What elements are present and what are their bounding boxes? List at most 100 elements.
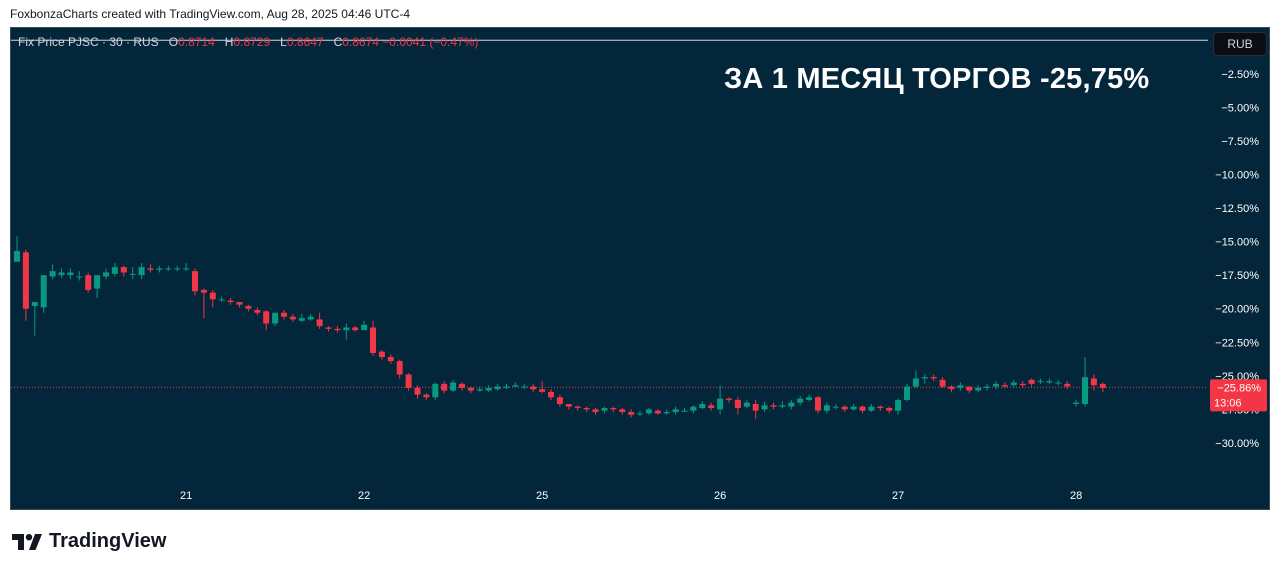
candle-body	[503, 386, 510, 388]
candle	[628, 409, 635, 418]
candle-body	[103, 272, 109, 277]
candle	[672, 406, 679, 415]
y-tick-label: −2.50%	[1221, 69, 1259, 81]
y-tick-label: −10.00%	[1215, 170, 1259, 182]
candle-body	[423, 394, 430, 398]
tradingview-logo[interactable]: TradingView	[12, 530, 166, 553]
candle-body	[1099, 383, 1106, 388]
candle	[788, 399, 795, 410]
candle-body	[289, 316, 296, 320]
candle-body	[1073, 402, 1080, 404]
candle-body	[138, 267, 145, 276]
candle	[1001, 382, 1008, 388]
x-tick-label: 21	[180, 490, 192, 502]
candle-body	[459, 383, 465, 388]
candle	[1037, 378, 1044, 384]
candle-body	[263, 311, 270, 324]
candle	[378, 350, 385, 360]
candle-body	[85, 275, 92, 290]
candle	[325, 326, 332, 332]
candle-body	[806, 397, 813, 400]
candle	[717, 385, 724, 415]
tradingview-logo-text: TradingView	[49, 530, 167, 552]
candle	[254, 307, 261, 316]
candle-body	[619, 409, 626, 413]
candle	[539, 381, 546, 394]
candle-body	[218, 299, 225, 301]
candle	[183, 263, 190, 272]
candle	[423, 393, 430, 400]
candle	[334, 326, 341, 333]
candle-body	[904, 386, 910, 400]
candle	[797, 395, 804, 406]
candle-body	[1019, 383, 1026, 386]
price-badge-value: −25.86%	[1217, 382, 1261, 394]
candlestick-chart[interactable]: 0.00%−2.50%−5.00%−7.50%−10.00%−12.50%−15…	[11, 28, 1269, 509]
candle	[1073, 399, 1080, 407]
y-tick-label: −15.00%	[1215, 237, 1259, 249]
candle-body	[921, 377, 928, 379]
candle-body	[530, 386, 537, 390]
candle	[494, 383, 501, 391]
candle	[272, 312, 279, 327]
y-tick-label: −12.50%	[1215, 203, 1259, 215]
candle	[370, 320, 376, 356]
candle	[49, 264, 56, 280]
chart-panel[interactable]: 0.00%−2.50%−5.00%−7.50%−10.00%−12.50%−15…	[10, 27, 1270, 510]
candle-body	[254, 310, 261, 313]
candle	[530, 383, 537, 392]
candle	[361, 320, 368, 331]
candle	[708, 402, 715, 411]
candle-body	[31, 301, 38, 307]
candle-body	[156, 268, 163, 270]
candle	[850, 403, 857, 411]
candle-body	[334, 328, 341, 331]
open-value: 0.8714	[178, 35, 215, 49]
close-label: C	[333, 35, 343, 49]
candle	[22, 249, 29, 321]
price-badge-bg	[1210, 379, 1267, 412]
price-badge-countdown: 13:06	[1214, 397, 1242, 409]
candle	[485, 385, 492, 392]
close-value: 0.8674	[342, 35, 379, 49]
candle	[14, 236, 20, 262]
candle-body	[450, 382, 457, 391]
candle-body	[912, 378, 919, 387]
candle-body	[147, 268, 154, 270]
candle	[663, 409, 670, 415]
candle-body	[637, 413, 643, 415]
candle	[984, 383, 991, 391]
x-tick-label: 25	[536, 490, 548, 502]
candle-body	[111, 267, 118, 274]
candle-body	[441, 383, 448, 391]
candle	[263, 310, 270, 331]
candle-body	[361, 324, 368, 331]
open-label: O	[168, 35, 179, 49]
high-label: H	[224, 35, 234, 49]
candle-body	[548, 391, 554, 398]
candle-body	[40, 275, 47, 308]
x-tick-label: 28	[1070, 490, 1082, 502]
candle-body	[850, 406, 857, 410]
candle	[405, 373, 412, 391]
candle	[521, 383, 528, 390]
candle	[1082, 357, 1088, 407]
candle	[912, 370, 919, 388]
candle-body	[209, 292, 216, 300]
candle-body	[298, 318, 305, 321]
currency-button[interactable]: RUB	[1213, 32, 1267, 56]
candle-body	[984, 386, 991, 388]
candle-body	[779, 405, 786, 407]
candle	[734, 397, 741, 415]
candle-body	[307, 316, 314, 320]
candle	[503, 383, 510, 390]
candle-body	[592, 409, 599, 413]
low-label: L	[280, 35, 287, 49]
candle-body	[467, 387, 474, 391]
candle-body	[672, 409, 679, 413]
candle	[1055, 379, 1062, 386]
candle	[877, 405, 884, 411]
candle-body	[930, 377, 937, 379]
candle	[859, 405, 866, 414]
candle-body	[645, 409, 652, 414]
